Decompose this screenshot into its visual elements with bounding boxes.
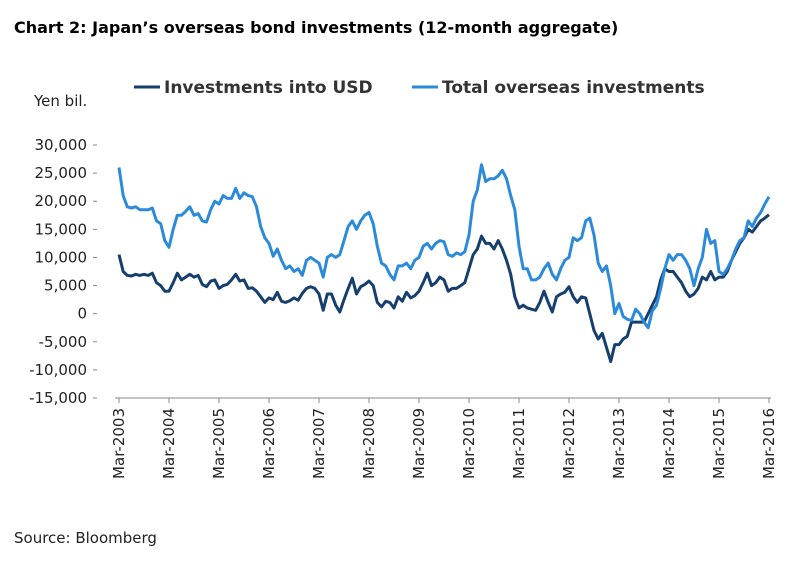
source-note: Source: Bloomberg — [14, 529, 157, 547]
series-line — [117, 213, 770, 363]
y-tick-label: 0 — [77, 305, 87, 323]
x-tick-label: Mar-2016 — [760, 408, 778, 479]
legend-label: Total overseas investments — [442, 78, 705, 98]
x-tick-label: Mar-2005 — [210, 408, 228, 479]
series-line — [117, 163, 771, 330]
x-tick-label: Mar-2009 — [410, 408, 428, 479]
y-tick-label: 10,000 — [35, 248, 88, 266]
y-tick-label: 15,000 — [35, 220, 88, 238]
y-tick-label: -15,000 — [29, 389, 87, 407]
legend-label: Investments into USD — [164, 78, 373, 98]
x-tick-label: Mar-2007 — [310, 408, 328, 479]
x-tick-label: Mar-2013 — [610, 408, 628, 479]
y-tick-label: 20,000 — [35, 192, 88, 210]
x-tick-label: Mar-2006 — [260, 408, 278, 479]
x-tick-label: Mar-2014 — [660, 408, 678, 479]
y-tick-label: 25,000 — [35, 164, 88, 182]
x-tick-label: Mar-2011 — [510, 408, 528, 479]
x-tick-label: Mar-2008 — [360, 408, 378, 479]
y-tick-label: 5,000 — [44, 277, 87, 295]
chart-title: Chart 2: Japan’s overseas bond investmen… — [14, 18, 618, 37]
y-tick-label: 30,000 — [35, 136, 88, 154]
y-tick-label: -10,000 — [29, 361, 87, 379]
y-axis-label: Yen bil. — [33, 92, 87, 110]
x-tick-label: Mar-2012 — [560, 408, 578, 479]
x-tick-label: Mar-2015 — [710, 408, 728, 479]
x-tick-label: Mar-2010 — [460, 408, 478, 479]
x-tick-label: Mar-2003 — [110, 408, 128, 479]
x-tick-label: Mar-2004 — [160, 408, 178, 479]
y-tick-label: -5,000 — [39, 333, 87, 351]
